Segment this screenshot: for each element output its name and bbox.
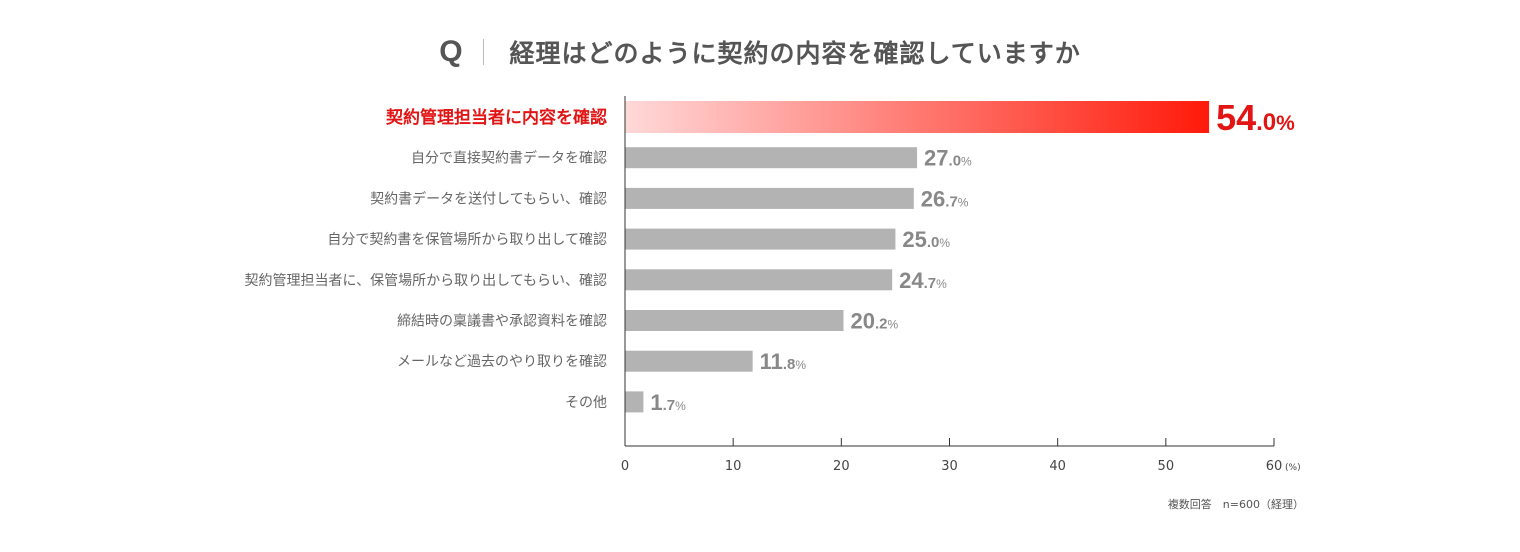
value-label: 54.0%	[1216, 97, 1295, 138]
x-tick-label: 40	[1049, 459, 1066, 474]
value-label: 24.7%	[899, 268, 947, 293]
bar	[625, 147, 918, 169]
category-label: 自分で直接契約書データを確認	[411, 150, 607, 167]
bar	[625, 187, 914, 209]
bar	[625, 228, 896, 250]
x-tick-label: 20	[833, 459, 850, 474]
bar	[625, 350, 753, 372]
value-label: 1.7%	[650, 390, 686, 415]
title-divider	[482, 39, 484, 65]
chart-title: Q 経理はどのように契約の内容を確認していますか	[0, 28, 1520, 76]
x-tick-label: 60	[1266, 459, 1283, 474]
value-label: 26.7%	[921, 186, 969, 211]
category-label: その他	[565, 395, 607, 411]
x-tick-label: 0	[621, 459, 629, 474]
bar	[625, 269, 893, 291]
x-axis-unit: (%)	[1285, 463, 1301, 473]
bar-highlighted	[625, 101, 1210, 133]
footnote: 複数回答 n=600（経理）	[1167, 498, 1304, 511]
value-label: 20.2%	[850, 309, 898, 334]
category-label: 契約書データを送付してもらい、確認	[370, 190, 607, 207]
question-mark-label: Q	[439, 35, 463, 68]
x-tick-label: 50	[1158, 459, 1175, 474]
value-label: 11.8%	[760, 349, 807, 374]
bar	[625, 310, 844, 331]
x-tick-label: 30	[941, 459, 958, 474]
category-label: メールなど過去のやり取りを確認	[397, 354, 607, 370]
category-label: 自分で契約書を保管場所から取り出して確認	[327, 232, 607, 248]
value-label: 25.0%	[902, 227, 950, 252]
x-tick-label: 10	[725, 459, 742, 474]
value-label: 27.0%	[924, 146, 972, 171]
category-label: 契約管理担当者に、保管場所から取り出してもらい、確認	[245, 273, 607, 289]
bar	[625, 391, 644, 413]
category-label: 契約管理担当者に内容を確認	[385, 107, 607, 128]
category-label: 締結時の稟議書や承認資料を確認	[397, 313, 607, 330]
question-text: 経理はどのように契約の内容を確認していますか	[509, 39, 1081, 68]
